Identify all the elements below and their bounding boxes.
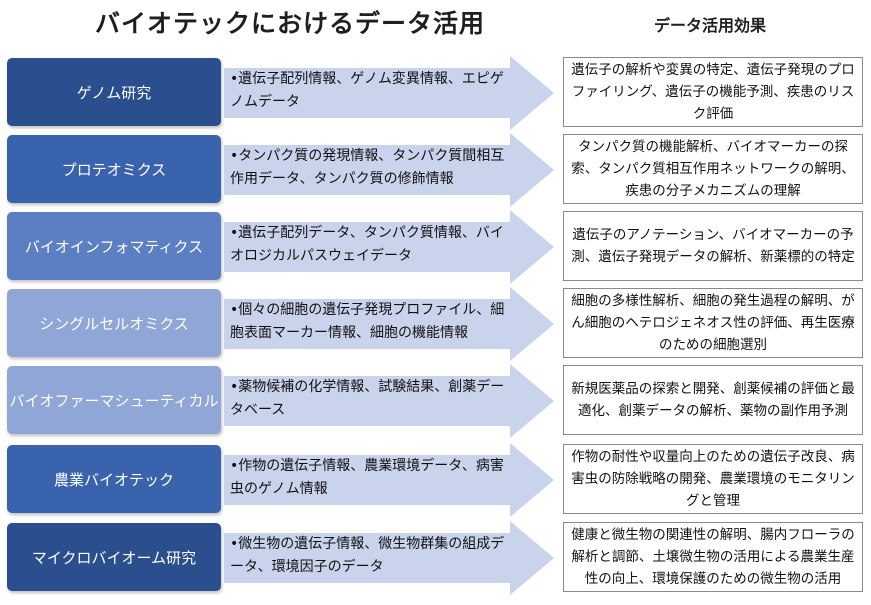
category-row: ゲノム研究 •遺伝子配列情報、ゲノム変異情報、エピゲノムデータ 遺伝子の解析や変… — [0, 56, 871, 130]
category-row: バイオインフォマティクス •遺伝子配列データ、タンパク質情報、バイオロジカルパス… — [0, 210, 871, 284]
page-title: バイオテックにおけるデータ活用 — [94, 9, 485, 38]
data-arrow: •薬物候補の化学情報、試験結果、創薬データベース — [224, 364, 554, 438]
data-arrow: •個々の細胞の遺伝子発現プロファイル、細胞表面マーカー情報、細胞の機能情報 — [224, 287, 554, 361]
data-description: •タンパク質の発現情報、タンパク質間相互作用データ、タンパク質の修飾情報 — [230, 145, 510, 191]
bullet-glyph: • — [230, 458, 239, 474]
data-text: 遺伝子配列情報、ゲノム変異情報、エピゲノムデータ — [230, 71, 504, 110]
bullet-glyph: • — [230, 71, 239, 87]
data-description: •個々の細胞の遺伝子発現プロファイル、細胞表面マーカー情報、細胞の機能情報 — [230, 299, 510, 345]
bullet-glyph: • — [230, 379, 239, 395]
arrow-polygon — [224, 56, 554, 130]
data-text: 微生物の遺伝子情報、微生物群集の組成データ、環境因子のデータ — [230, 536, 505, 575]
arrow-polygon — [224, 443, 554, 517]
data-text: 遺伝子配列データ、タンパク質情報、バイオロジカルパスウェイデータ — [230, 225, 504, 264]
arrow-shape — [224, 364, 554, 438]
data-description: •微生物の遺伝子情報、微生物群集の組成データ、環境因子のデータ — [230, 533, 510, 579]
arrow-shape — [224, 133, 554, 207]
category-box: マイクロバイオーム研究 — [7, 523, 221, 591]
arrow-polygon — [224, 364, 554, 438]
category-row: プロテオミクス •タンパク質の発現情報、タンパク質間相互作用データ、タンパク質の… — [0, 133, 871, 207]
category-box: プロテオミクス — [7, 135, 221, 203]
arrow-shape — [224, 443, 554, 517]
bullet-glyph: • — [230, 302, 239, 318]
effect-box: 遺伝子のアノテーション、バイオマーカーの予測、遺伝子発現データの解析、新薬標的の… — [563, 211, 863, 281]
arrow-polygon — [224, 287, 554, 361]
category-row: シングルセルオミクス •個々の細胞の遺伝子発現プロファイル、細胞表面マーカー情報… — [0, 287, 871, 361]
data-description: •作物の遺伝子情報、農業環境データ、病害虫のゲノム情報 — [230, 455, 510, 501]
data-arrow: •作物の遺伝子情報、農業環境データ、病害虫のゲノム情報 — [224, 443, 554, 517]
bullet-glyph: • — [230, 148, 239, 164]
data-text: 個々の細胞の遺伝子発現プロファイル、細胞表面マーカー情報、細胞の機能情報 — [230, 302, 505, 341]
category-box: ゲノム研究 — [7, 58, 221, 126]
effect-box: 細胞の多様性解析、細胞の発生過程の解明、がん細胞のヘテロジェネオス性の評価、再生… — [563, 288, 863, 358]
arrow-shape — [224, 521, 554, 595]
data-description: •遺伝子配列データ、タンパク質情報、バイオロジカルパスウェイデータ — [230, 222, 510, 268]
bullet-glyph: • — [230, 536, 239, 552]
effect-box: 健康と微生物の関連性の解明、腸内フローラの解析と調節、土壌微生物の活用による農業… — [563, 522, 863, 592]
category-row: バイオファーマシューティカル •薬物候補の化学情報、試験結果、創薬データベース … — [0, 364, 871, 438]
data-text: 作物の遺伝子情報、農業環境データ、病害虫のゲノム情報 — [230, 458, 504, 497]
data-description: •薬物候補の化学情報、試験結果、創薬データベース — [230, 376, 510, 422]
data-arrow: •微生物の遺伝子情報、微生物群集の組成データ、環境因子のデータ — [224, 521, 554, 595]
category-box: 農業バイオテック — [7, 445, 221, 513]
arrow-polygon — [224, 521, 554, 595]
data-text: タンパク質の発現情報、タンパク質間相互作用データ、タンパク質の修飾情報 — [230, 148, 505, 187]
category-row: 農業バイオテック •作物の遺伝子情報、農業環境データ、病害虫のゲノム情報 作物の… — [0, 443, 871, 517]
effect-column-header: データ活用効果 — [653, 16, 766, 35]
data-text: 薬物候補の化学情報、試験結果、創薬データベース — [230, 379, 505, 418]
arrow-shape — [224, 56, 554, 130]
bullet-glyph: • — [230, 225, 239, 241]
arrow-polygon — [224, 133, 554, 207]
category-box: シングルセルオミクス — [7, 289, 221, 357]
effect-box: 作物の耐性や収量向上のための遺伝子改良、病害虫の防除戦略の開発、農業環境のモニタ… — [563, 444, 863, 514]
data-arrow: •遺伝子配列データ、タンパク質情報、バイオロジカルパスウェイデータ — [224, 210, 554, 284]
arrow-shape — [224, 210, 554, 284]
data-arrow: •遺伝子配列情報、ゲノム変異情報、エピゲノムデータ — [224, 56, 554, 130]
arrow-polygon — [224, 210, 554, 284]
effect-box: 遺伝子の解析や変異の特定、遺伝子発現のプロファイリング、遺伝子の機能予測、疾患の… — [563, 57, 863, 127]
category-row: マイクロバイオーム研究 •微生物の遺伝子情報、微生物群集の組成データ、環境因子の… — [0, 521, 871, 595]
data-description: •遺伝子配列情報、ゲノム変異情報、エピゲノムデータ — [230, 68, 510, 114]
category-box: バイオインフォマティクス — [7, 212, 221, 280]
effect-box: 新規医薬品の探索と開発、創薬候補の評価と最適化、創薬データの解析、薬物の副作用予… — [563, 365, 863, 435]
category-box: バイオファーマシューティカル — [7, 366, 221, 434]
data-arrow: •タンパク質の発現情報、タンパク質間相互作用データ、タンパク質の修飾情報 — [224, 133, 554, 207]
effect-box: タンパク質の機能解析、バイオマーカーの探索、タンパク質相互作用ネットワークの解明… — [563, 134, 863, 204]
arrow-shape — [224, 287, 554, 361]
